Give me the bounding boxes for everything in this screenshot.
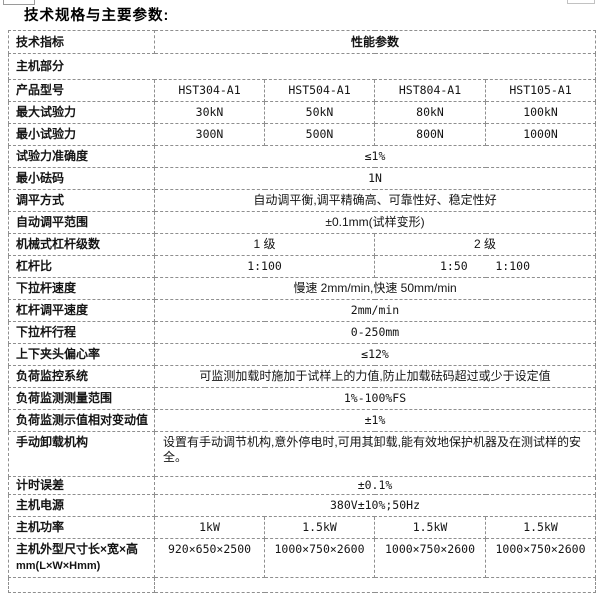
row-product-model: 产品型号 HST304-A1 HST504-A1 HST804-A1 HST10…	[8, 79, 597, 102]
row-value: 2mm/min	[153, 299, 597, 322]
row-value: HST304-A1	[154, 79, 265, 102]
row-value: 1000×750×2600	[484, 538, 597, 578]
row-load-monitoring-system: 负荷监控系统 可监测加载时施加于试样上的力值,防止加载砝码超过或少于设定值	[8, 365, 597, 388]
row-value: 可监测加载时施加于试样上的力值,防止加载砝码超过或少于设定值	[153, 365, 597, 388]
row-label: 计时误差	[8, 476, 155, 495]
row-value: 设置有手动调节机构,意外停电时,可用其卸载,能有效地保护机器及在测试样的安全。	[153, 431, 597, 477]
row-main-power-supply: 主机电源 380V±10%;50Hz	[8, 494, 597, 517]
row-value: 1N	[153, 167, 597, 190]
row-value: 800N	[374, 123, 486, 146]
row-overall-dimensions: 主机外型尺寸长×宽×高 mm(L×W×Hmm) 920×650×2500 100…	[8, 538, 597, 578]
row-value: 920×650×2500	[154, 538, 265, 578]
row-pull-rod-travel: 下拉杆行程 0-250mm	[8, 321, 597, 344]
row-label: 负荷监测测量范围	[8, 387, 155, 410]
row-value: 1 级	[154, 233, 375, 256]
row-label-line1: 主机外型尺寸长×宽×高	[16, 542, 139, 556]
row-value: 30kN	[154, 101, 265, 124]
row-value: HST804-A1	[374, 79, 486, 102]
row-value: 1.5kW	[374, 516, 486, 539]
row-value: HST504-A1	[264, 79, 375, 102]
header-label-col: 技术指标	[8, 30, 155, 54]
row-main-power-rating: 主机功率 1kW 1.5kW 1.5kW 1.5kW	[8, 516, 597, 539]
row-value: 380V±10%;50Hz	[153, 494, 597, 517]
row-value: 1.5kW	[484, 516, 597, 539]
spec-table: 技术指标 性能参数 主机部分 产品型号 HST304-A1 HST504-A1 …	[7, 30, 597, 593]
row-value: 1kW	[154, 516, 265, 539]
row-load-monitoring-range: 负荷监测测量范围 1%-100%FS	[8, 387, 597, 410]
row-label: 主机功率	[8, 516, 155, 539]
row-min-test-force: 最小试验力 300N 500N 800N 1000N	[8, 123, 597, 146]
row-manual-unload-mechanism: 手动卸载机构 设置有手动调节机构,意外停电时,可用其卸载,能有效地保护机器及在测…	[8, 431, 597, 477]
row-lever-ratio: 杠杆比 1:100 1:50 1:100	[8, 255, 597, 278]
row-auto-leveling-range: 自动调平范围 ±0.1mm(试样变形)	[8, 211, 597, 234]
table-header-row: 技术指标 性能参数	[8, 30, 597, 54]
row-force-accuracy: 试验力准确度 ≤1%	[8, 145, 597, 168]
row-label: 杠杆调平速度	[8, 299, 155, 322]
row-cutoff-stub	[8, 577, 597, 593]
row-lever-stages: 机械式杠杆级数 1 级 2 级	[8, 233, 597, 256]
row-timing-error: 计时误差 ±0.1%	[8, 476, 597, 495]
row-label: 主机电源	[8, 494, 155, 517]
row-value: 1000×750×2600	[264, 538, 375, 578]
row-label: 下拉杆速度	[8, 277, 155, 300]
row-label: 下拉杆行程	[8, 321, 155, 344]
row-label: 负荷监测示值相对变动值	[8, 409, 155, 432]
row-value: 1000N	[484, 123, 597, 146]
row-value: 慢速 2mm/min,快速 50mm/min	[153, 277, 597, 300]
row-value: 80kN	[374, 101, 486, 124]
row-label: 负荷监控系统	[8, 365, 155, 388]
row-label: 自动调平范围	[8, 211, 155, 234]
row-value: 50kN	[264, 101, 375, 124]
row-label: 最小试验力	[8, 123, 155, 146]
row-label: 最大试验力	[8, 101, 155, 124]
row-value: 1000×750×2600	[374, 538, 486, 578]
crop-artifact-top-right	[567, 0, 595, 4]
row-value: ≤1%	[153, 145, 597, 168]
page-title: 技术规格与主要参数:	[24, 8, 170, 24]
row-value: ≤12%	[153, 343, 597, 366]
header-value-col: 性能参数	[153, 30, 597, 54]
row-label: 上下夹头偏心率	[8, 343, 155, 366]
row-value: 300N	[154, 123, 265, 146]
row-value: 1:50 1:100	[373, 255, 597, 278]
row-label: 杠杆比	[8, 255, 155, 278]
section-title: 主机部分	[7, 53, 597, 80]
row-label: 调平方式	[8, 189, 155, 212]
row-value: ±1%	[153, 409, 597, 432]
row-value: 2 级	[373, 233, 597, 256]
row-value: 自动调平衡,调平精确高、可靠性好、稳定性好	[153, 189, 597, 212]
row-label: 主机外型尺寸长×宽×高 mm(L×W×Hmm)	[8, 538, 155, 578]
row-leveling-mode: 调平方式 自动调平衡,调平精确高、可靠性好、稳定性好	[8, 189, 597, 212]
row-value: 500N	[264, 123, 375, 146]
row-load-reading-variation: 负荷监测示值相对变动值 ±1%	[8, 409, 597, 432]
row-label: 产品型号	[8, 79, 155, 102]
row-label: 机械式杠杆级数	[8, 233, 155, 256]
row-label: 手动卸载机构	[8, 431, 155, 477]
row-label-line2: mm(L×W×Hmm)	[16, 560, 101, 572]
row-value: 1%-100%FS	[153, 387, 597, 410]
row-max-test-force: 最大试验力 30kN 50kN 80kN 100kN	[8, 101, 597, 124]
row-grip-eccentricity: 上下夹头偏心率 ≤12%	[8, 343, 597, 366]
row-lever-leveling-speed: 杠杆调平速度 2mm/min	[8, 299, 597, 322]
row-value-empty	[153, 577, 597, 593]
row-value: ±0.1%	[153, 476, 597, 495]
row-value: ±0.1mm(试样变形)	[153, 211, 597, 234]
row-min-weight: 最小砝码 1N	[8, 167, 597, 190]
row-value: 1:100	[154, 255, 375, 278]
crop-artifact-top-left	[3, 0, 35, 5]
row-value: 1.5kW	[264, 516, 375, 539]
row-label: 最小砝码	[8, 167, 155, 190]
row-pull-rod-speed: 下拉杆速度 慢速 2mm/min,快速 50mm/min	[8, 277, 597, 300]
row-value: HST105-A1	[484, 79, 597, 102]
row-label-empty	[8, 577, 155, 593]
row-value: 100kN	[484, 101, 597, 124]
row-label: 试验力准确度	[8, 145, 155, 168]
section-row-host-unit: 主机部分	[7, 53, 597, 80]
row-value: 0-250mm	[153, 321, 597, 344]
